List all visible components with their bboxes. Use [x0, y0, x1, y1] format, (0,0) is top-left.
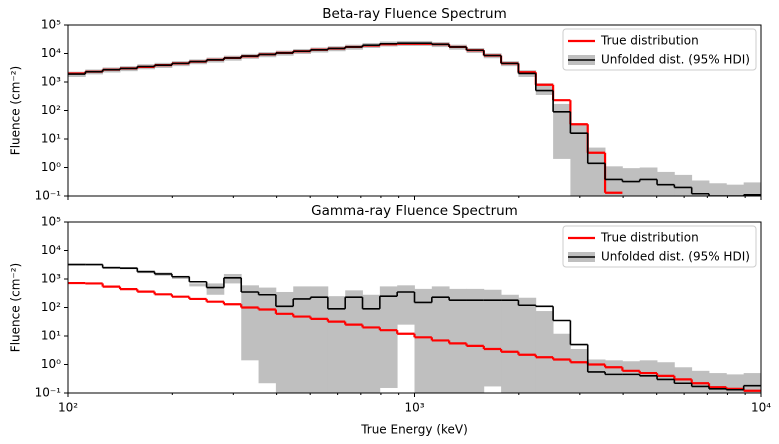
y-tick-label: 10¹ [41, 132, 61, 146]
y-tick-label: 10³ [41, 272, 61, 286]
hdi-band [206, 283, 225, 295]
legend-label: Unfolded dist. (95% HDI) [601, 250, 750, 264]
y-tick-label: 10⁴ [41, 243, 61, 257]
axes-frame [67, 221, 762, 394]
y-tick-label: 10⁴ [41, 46, 61, 60]
y-axis-label: Fluence (cm⁻²) [9, 263, 23, 352]
hdi-band [639, 167, 658, 196]
x-axis-label: True Energy (keV) [360, 423, 468, 437]
y-tick-label: 10¹ [41, 329, 61, 343]
hdi-band [258, 287, 277, 384]
hdi-band [535, 311, 554, 393]
hdi-band [345, 290, 363, 393]
hdi-band [691, 180, 710, 196]
legend-label: True distribution [600, 34, 699, 48]
hdi-band [709, 183, 727, 196]
hdi-band [310, 286, 329, 393]
hdi-band [293, 286, 311, 393]
y-tick-label: 10⁻¹ [35, 189, 62, 203]
y-tick-label: 10² [41, 103, 61, 117]
chart-title: Beta-ray Fluence Spectrum [322, 6, 506, 22]
y-tick-label: 10⁰ [41, 160, 61, 174]
hdi-band [518, 297, 537, 393]
y-tick-label: 10² [41, 300, 61, 314]
hdi-band [570, 348, 589, 393]
hdi-band [241, 285, 259, 361]
hdi-band [726, 184, 745, 196]
hdi-band [483, 289, 502, 387]
hdi-band [587, 359, 606, 393]
hdi-band [743, 182, 761, 196]
hdi-band [379, 286, 398, 388]
hdi-band [414, 288, 433, 393]
y-tick-label: 10⁵ [41, 215, 61, 229]
hdi-band [570, 123, 589, 196]
hdi-band [362, 294, 381, 393]
hdi-band [501, 294, 519, 393]
hdi-band [275, 291, 294, 393]
y-tick-label: 10⁵ [41, 18, 61, 32]
axes-frame [67, 24, 762, 197]
chart-title: Gamma-ray Fluence Spectrum [311, 203, 518, 219]
hdi-band [622, 361, 641, 393]
legend-box [562, 225, 757, 268]
plot-area [68, 40, 761, 196]
hdi-band [327, 296, 346, 393]
hdi-band [605, 360, 623, 393]
hdi-band [691, 370, 710, 393]
legend-label: Unfolded dist. (95% HDI) [601, 53, 750, 67]
y-tick-label: 10⁰ [41, 357, 61, 371]
hdi-band [605, 166, 623, 196]
x-tick-label: 10⁴ [751, 401, 771, 415]
hdi-band [674, 174, 693, 196]
y-axis-label: Fluence (cm⁻²) [9, 66, 23, 155]
y-tick-label: 10⁻¹ [35, 386, 62, 400]
legend-label: True distribution [600, 231, 699, 245]
legend-box [562, 28, 757, 71]
x-tick-label: 10³ [404, 401, 424, 415]
hdi-band [657, 362, 675, 393]
hdi-band [587, 147, 606, 196]
y-tick-label: 10³ [41, 75, 61, 89]
hdi-band [553, 103, 571, 159]
hdi-band [709, 373, 727, 393]
hdi-band [535, 83, 554, 95]
hdi-band [397, 285, 415, 325]
plot-area [68, 263, 761, 393]
hdi-band [743, 373, 761, 393]
hdi-band [466, 288, 485, 393]
hdi-band [223, 273, 242, 284]
hdi-band [553, 333, 571, 393]
x-tick-label: 10² [58, 401, 78, 415]
hdi-band [639, 360, 658, 393]
hdi-band [449, 288, 467, 393]
hdi-band [189, 283, 208, 287]
